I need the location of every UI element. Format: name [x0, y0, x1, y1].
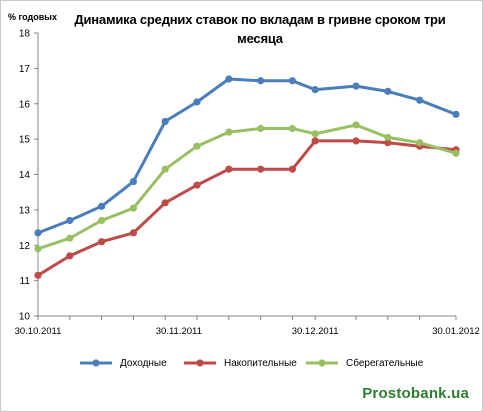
y-tick-label: 14 — [19, 170, 31, 181]
series-2 — [34, 137, 460, 279]
data-point — [311, 130, 319, 138]
data-point — [66, 216, 74, 225]
y-tick-label: 17 — [19, 64, 31, 75]
data-point — [98, 216, 106, 225]
data-point — [288, 165, 297, 173]
legend-item-2: Накопительные — [182, 354, 297, 372]
data-point — [225, 165, 233, 173]
data-point — [161, 165, 169, 173]
data-point — [34, 271, 42, 279]
data-point — [257, 165, 265, 173]
data-point — [225, 75, 233, 83]
chart-legend: Доходные Накопительные Сберегательные — [0, 354, 483, 372]
data-point — [352, 121, 360, 129]
data-point — [193, 98, 201, 106]
y-tick-label: 15 — [19, 135, 31, 146]
data-point — [352, 82, 360, 90]
data-point — [257, 124, 265, 133]
data-point — [452, 110, 460, 118]
legend-label-3: Сберегательные — [346, 357, 424, 369]
legend-swatch-marker — [196, 359, 204, 367]
legend-label-2: Накопительные — [224, 357, 297, 369]
data-point — [311, 86, 319, 94]
legend-swatch-3 — [306, 359, 338, 367]
data-point — [384, 133, 392, 141]
data-point — [352, 137, 360, 145]
data-point — [384, 139, 392, 147]
data-point — [129, 177, 138, 186]
series-3 — [34, 121, 460, 253]
y-tick-label: 13 — [19, 205, 31, 216]
watermark-logo: Prostobank.ua — [362, 385, 469, 402]
data-point — [34, 245, 42, 253]
data-point — [129, 204, 138, 212]
x-tick-label: 30.10.2011 — [15, 326, 62, 337]
legend-swatch-marker — [92, 359, 100, 367]
chart-title: Динамика средних ставок по вкладам в гри… — [74, 12, 446, 46]
y-tick-label: 10 — [19, 312, 31, 323]
x-tick-label: 30.01.2012 — [432, 326, 480, 337]
series-line-1 — [36, 77, 458, 235]
y-tick-label: 18 — [19, 29, 31, 40]
data-point — [288, 124, 297, 133]
series-line-3 — [36, 123, 458, 251]
x-tick-label: 30.11.2011 — [156, 326, 202, 337]
data-point — [98, 202, 106, 210]
data-point — [288, 77, 297, 85]
data-point — [161, 117, 169, 126]
legend-swatch-1 — [80, 359, 112, 367]
legend-label-1: Доходные — [120, 357, 167, 369]
legend-item-1: Доходные — [78, 354, 167, 372]
series-line-2 — [36, 139, 458, 277]
x-tick-label: 30.12.2011 — [292, 326, 339, 337]
data-point — [193, 142, 201, 150]
data-point — [225, 128, 233, 136]
y-tick-label: 16 — [19, 99, 31, 110]
data-point — [452, 149, 460, 157]
data-point — [416, 96, 424, 104]
legend-item-3: Сберегательные — [304, 354, 423, 372]
y-tick-label: 11 — [20, 276, 31, 287]
data-point — [161, 199, 169, 207]
data-point — [129, 229, 138, 237]
data-point — [66, 252, 74, 260]
data-point — [384, 87, 392, 95]
y-tick-label: 12 — [19, 241, 31, 252]
legend-swatch-2 — [184, 359, 216, 367]
data-point — [66, 234, 74, 242]
data-point — [34, 229, 42, 237]
series-1 — [34, 75, 460, 237]
y-axis-unit-label: % годовых — [8, 12, 57, 22]
data-point — [311, 137, 319, 145]
data-point — [257, 77, 265, 85]
data-point — [416, 139, 424, 147]
data-point — [98, 238, 106, 246]
data-point — [193, 181, 201, 189]
legend-swatch-marker — [318, 359, 326, 367]
